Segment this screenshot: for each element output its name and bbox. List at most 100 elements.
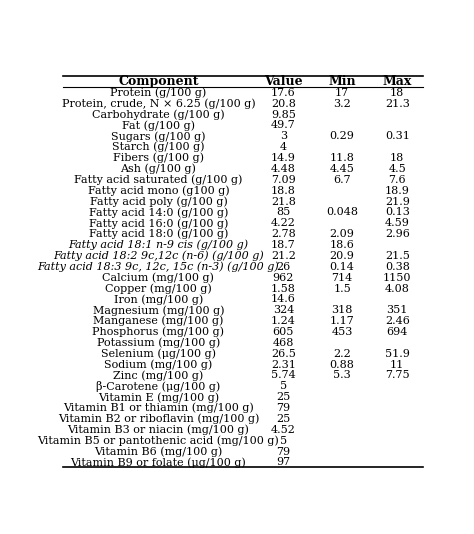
Text: Fatty acid 14:0 (g/100 g): Fatty acid 14:0 (g/100 g) (89, 207, 228, 218)
Text: Min: Min (328, 75, 356, 89)
Text: 1.24: 1.24 (271, 316, 296, 326)
Text: 4.48: 4.48 (271, 164, 296, 174)
Text: Fibers (g/100 g): Fibers (g/100 g) (113, 153, 204, 163)
Text: Fatty acid poly (g/100 g): Fatty acid poly (g/100 g) (90, 197, 228, 207)
Text: Sugars (g/100 g): Sugars (g/100 g) (111, 131, 206, 142)
Text: Sodium (mg/100 g): Sodium (mg/100 g) (104, 359, 212, 370)
Text: 21.2: 21.2 (271, 251, 296, 261)
Text: 85: 85 (276, 207, 291, 217)
Text: 21.8: 21.8 (271, 197, 296, 207)
Text: 0.14: 0.14 (330, 262, 355, 272)
Text: 3.2: 3.2 (333, 99, 351, 109)
Text: 4.08: 4.08 (385, 284, 410, 294)
Text: 21.3: 21.3 (385, 99, 410, 109)
Text: 4.5: 4.5 (388, 164, 406, 174)
Text: 2.2: 2.2 (333, 349, 351, 359)
Text: Fatty acid 18:3 9c, 12c, 15c (n-3) (g/100 g): Fatty acid 18:3 9c, 12c, 15c (n-3) (g/10… (37, 262, 279, 272)
Text: 97: 97 (276, 458, 291, 467)
Text: 5.74: 5.74 (271, 371, 296, 381)
Text: Fat (g/100 g): Fat (g/100 g) (122, 120, 195, 131)
Text: 1.58: 1.58 (271, 284, 296, 294)
Text: 17.6: 17.6 (271, 88, 296, 98)
Text: 18.9: 18.9 (385, 186, 410, 195)
Text: 18.6: 18.6 (330, 240, 355, 250)
Text: 605: 605 (273, 327, 294, 337)
Text: 4.45: 4.45 (330, 164, 355, 174)
Text: 2.96: 2.96 (385, 229, 410, 239)
Text: 26: 26 (276, 262, 291, 272)
Text: 7.6: 7.6 (388, 175, 406, 185)
Text: Vitamin B3 or niacin (mg/100 g): Vitamin B3 or niacin (mg/100 g) (67, 425, 249, 435)
Text: 9.85: 9.85 (271, 109, 296, 120)
Text: 4: 4 (280, 142, 287, 152)
Text: Vitamin B5 or pantothenic acid (mg/100 g): Vitamin B5 or pantothenic acid (mg/100 g… (37, 435, 279, 446)
Text: Fatty acid mono (g100 g): Fatty acid mono (g100 g) (88, 185, 229, 196)
Text: 18.8: 18.8 (271, 186, 296, 195)
Text: 11.8: 11.8 (330, 153, 355, 163)
Text: 453: 453 (331, 327, 353, 337)
Text: 18: 18 (390, 153, 404, 163)
Text: 11: 11 (390, 359, 404, 370)
Text: 0.048: 0.048 (326, 207, 358, 217)
Text: Fatty acid 18:1 n-9 cis (g/100 g): Fatty acid 18:1 n-9 cis (g/100 g) (68, 240, 248, 250)
Text: Carbohydrate (g/100 g): Carbohydrate (g/100 g) (92, 109, 225, 120)
Text: 79: 79 (276, 446, 291, 457)
Text: Component: Component (118, 75, 199, 89)
Text: 17: 17 (335, 88, 349, 98)
Text: 4.52: 4.52 (271, 425, 296, 435)
Text: 0.13: 0.13 (385, 207, 410, 217)
Text: 2.46: 2.46 (385, 316, 410, 326)
Text: 18.7: 18.7 (271, 240, 296, 250)
Text: 6.7: 6.7 (333, 175, 351, 185)
Text: Protein (g/100 g): Protein (g/100 g) (110, 88, 207, 98)
Text: 2.09: 2.09 (330, 229, 355, 239)
Text: Fatty acid 18:2 9c,12c (n-6) (g/100 g): Fatty acid 18:2 9c,12c (n-6) (g/100 g) (53, 250, 264, 261)
Text: 20.8: 20.8 (271, 99, 296, 109)
Text: 79: 79 (276, 403, 291, 413)
Text: Fatty acid 18:0 (g/100 g): Fatty acid 18:0 (g/100 g) (89, 229, 228, 239)
Text: 7.09: 7.09 (271, 175, 296, 185)
Text: Magnesium (mg/100 g): Magnesium (mg/100 g) (93, 305, 224, 316)
Text: Vitamin E (mg/100 g): Vitamin E (mg/100 g) (98, 392, 219, 403)
Text: Vitamin B1 or thiamin (mg/100 g): Vitamin B1 or thiamin (mg/100 g) (63, 403, 254, 413)
Text: Vitamin B2 or riboflavin (mg/100 g): Vitamin B2 or riboflavin (mg/100 g) (58, 414, 259, 424)
Text: 2.78: 2.78 (271, 229, 296, 239)
Text: 0.29: 0.29 (330, 131, 355, 142)
Text: 0.38: 0.38 (385, 262, 410, 272)
Text: 14.6: 14.6 (271, 294, 296, 304)
Text: 26.5: 26.5 (271, 349, 296, 359)
Text: 4.22: 4.22 (271, 218, 296, 229)
Text: 0.31: 0.31 (385, 131, 410, 142)
Text: Fatty acid saturated (g/100 g): Fatty acid saturated (g/100 g) (74, 175, 243, 185)
Text: Calcium (mg/100 g): Calcium (mg/100 g) (102, 272, 214, 283)
Text: Potassium (mg/100 g): Potassium (mg/100 g) (97, 337, 220, 348)
Text: 5: 5 (280, 436, 287, 446)
Text: 351: 351 (386, 305, 408, 315)
Text: Vitamin B9 or folate (μg/100 g): Vitamin B9 or folate (μg/100 g) (71, 457, 246, 468)
Text: 51.9: 51.9 (385, 349, 410, 359)
Text: 7.75: 7.75 (385, 371, 410, 381)
Text: 714: 714 (331, 273, 353, 282)
Text: Copper (mg/100 g): Copper (mg/100 g) (105, 283, 212, 294)
Text: 21.5: 21.5 (385, 251, 410, 261)
Text: 3: 3 (280, 131, 287, 142)
Text: Fatty acid 16:0 (g/100 g): Fatty acid 16:0 (g/100 g) (89, 218, 228, 229)
Text: Manganese (mg/100 g): Manganese (mg/100 g) (93, 316, 224, 326)
Text: 0.88: 0.88 (330, 359, 355, 370)
Text: Max: Max (383, 75, 412, 89)
Text: 468: 468 (273, 338, 294, 348)
Text: Phosphorus (mg/100 g): Phosphorus (mg/100 g) (92, 327, 224, 337)
Text: 5: 5 (280, 381, 287, 391)
Text: 5.3: 5.3 (333, 371, 351, 381)
Text: 324: 324 (273, 305, 294, 315)
Text: 694: 694 (386, 327, 408, 337)
Text: 25: 25 (276, 414, 291, 424)
Text: 18: 18 (390, 88, 404, 98)
Text: Zinc (mg/100 g): Zinc (mg/100 g) (113, 370, 203, 381)
Text: 20.9: 20.9 (330, 251, 355, 261)
Text: 25: 25 (276, 392, 291, 402)
Text: 1.17: 1.17 (330, 316, 355, 326)
Text: 1150: 1150 (383, 273, 411, 282)
Text: Starch (g/100 g): Starch (g/100 g) (112, 142, 205, 153)
Text: Selenium (μg/100 g): Selenium (μg/100 g) (101, 349, 216, 359)
